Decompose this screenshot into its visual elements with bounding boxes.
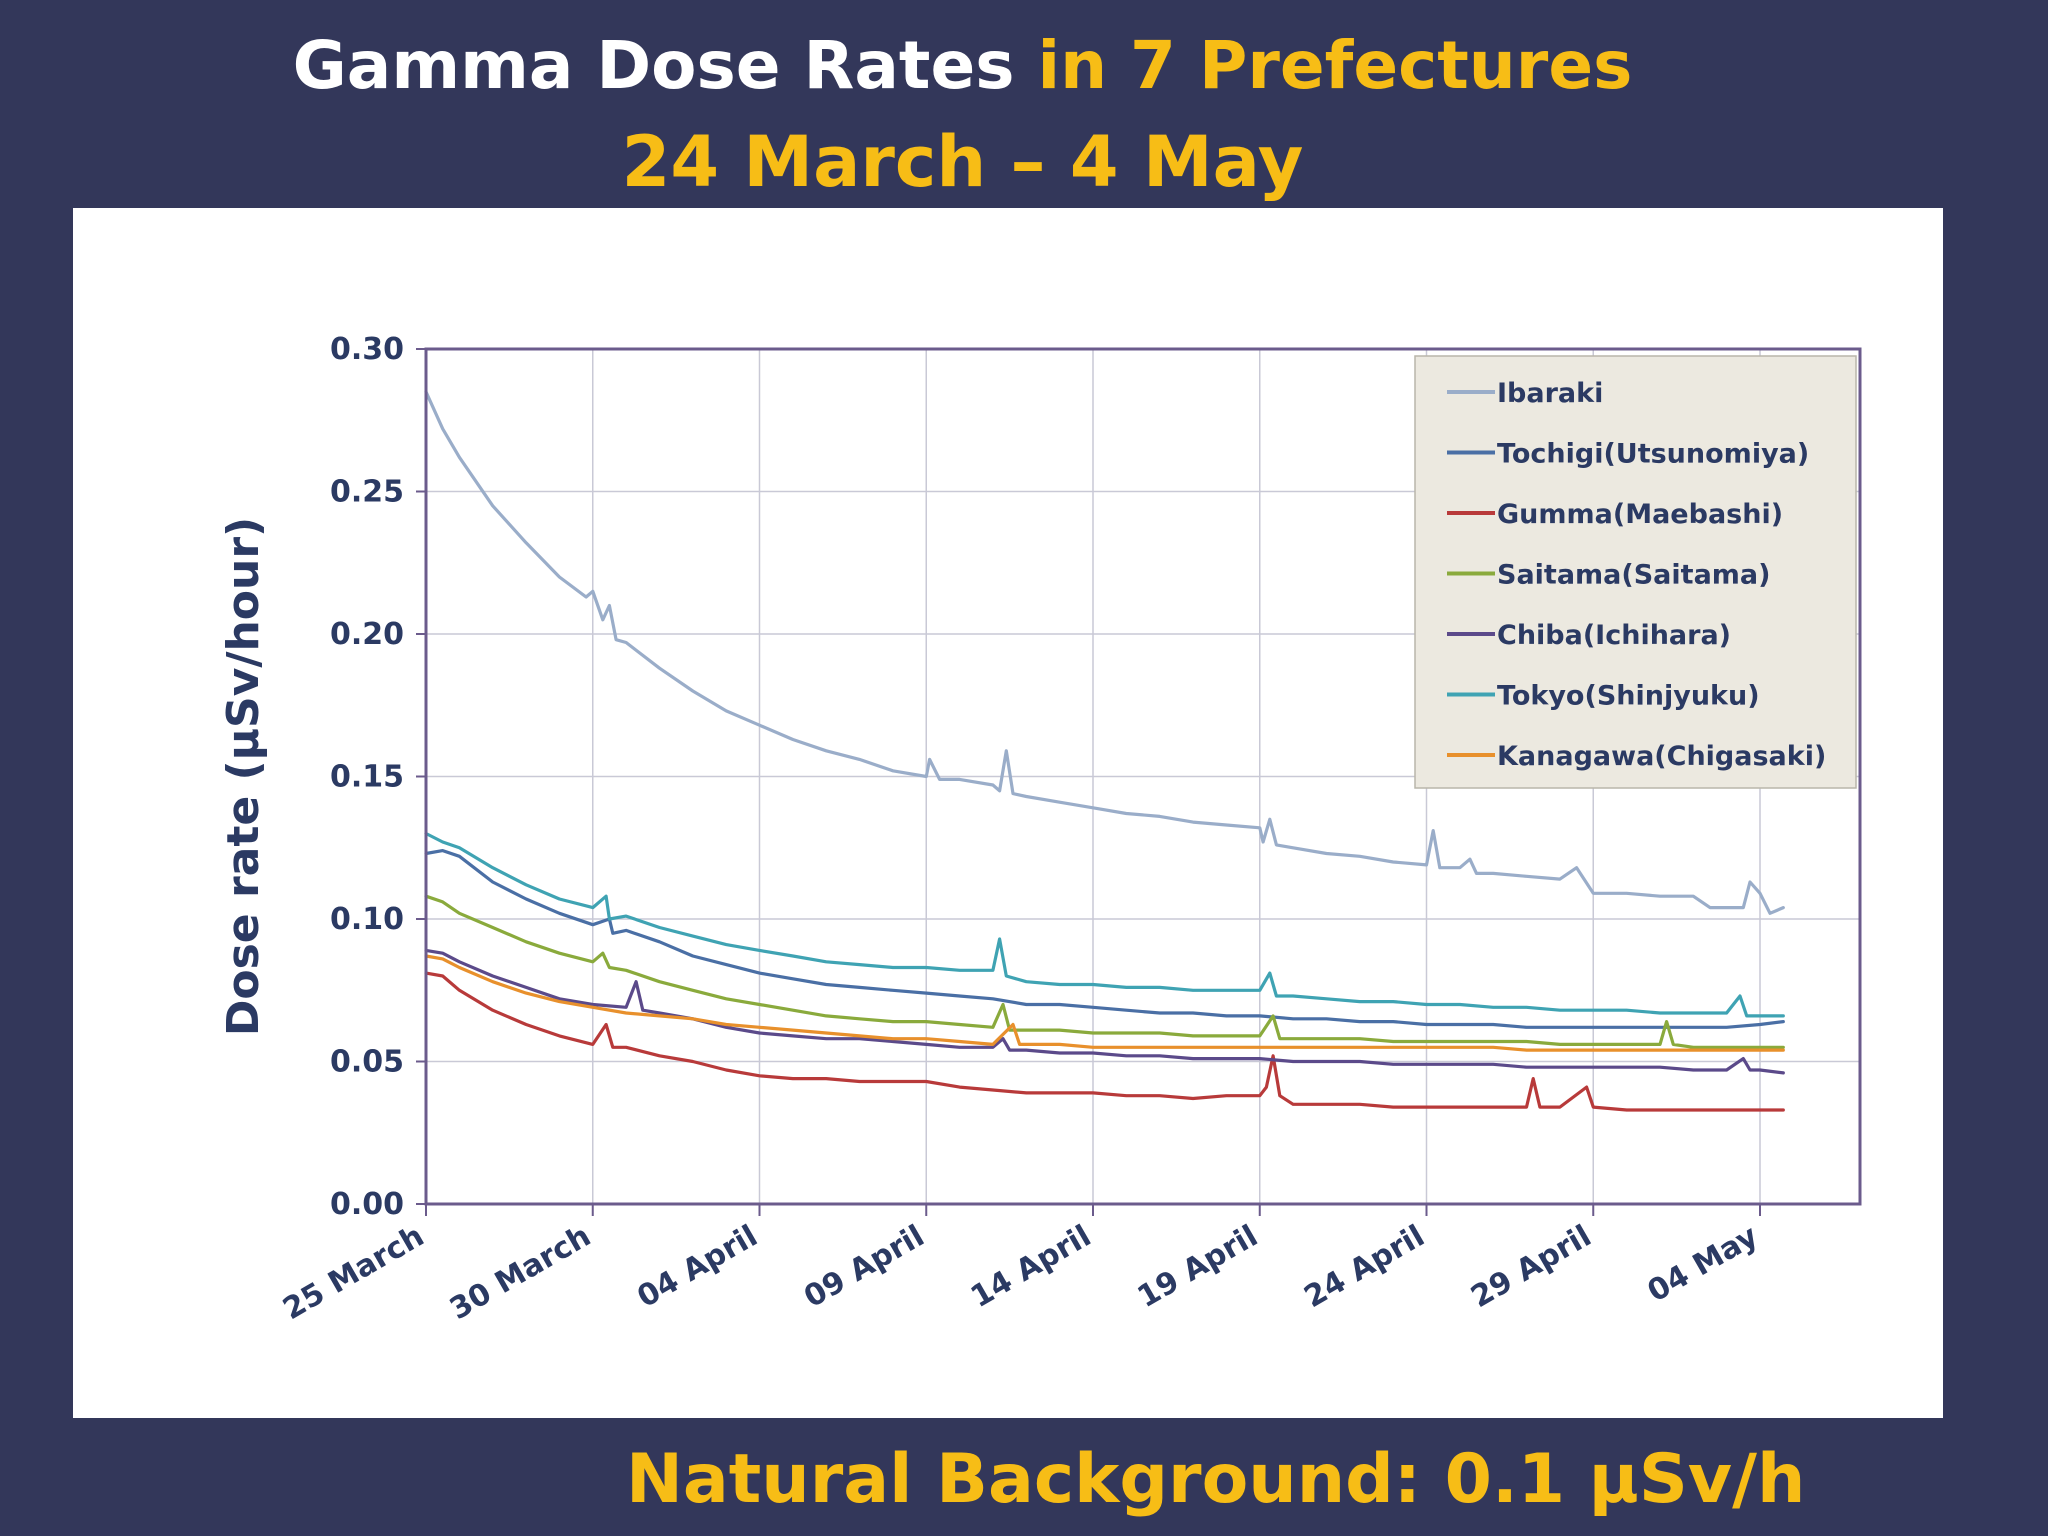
y-tick-label: 0.15	[330, 760, 404, 795]
plot-frame	[424, 347, 1862, 1206]
x-tick-label: 24 April	[1298, 1219, 1430, 1315]
x-tick-label: 29 April	[1465, 1219, 1597, 1315]
chart-panel: 0.00 0.05 0.10 0.15 0.20 0.25 0.30 25 March 30 M…	[73, 208, 1943, 1418]
series-line	[424, 848, 1785, 1029]
y-tick-label: 0.20	[330, 617, 404, 652]
slide-title-yellow: in 7 Prefectures	[1037, 27, 1633, 104]
series-line	[424, 948, 1785, 1075]
series-line	[424, 831, 1785, 1018]
legend-label: Gumma(Maebashi)	[1497, 499, 1783, 530]
legend-label: Tochigi(Utsunomiya)	[1497, 439, 1809, 470]
series-line	[424, 894, 1785, 1049]
dose-rate-chart: 0.00 0.05 0.10 0.15 0.20 0.25 0.30 25 March 30 M…	[218, 332, 1862, 1327]
legend-label: Ibaraki	[1497, 378, 1603, 409]
y-axis-label: Dose rate (µSv/hour)	[218, 517, 269, 1036]
legend-label: Saitama(Saitama)	[1497, 560, 1770, 591]
x-tick-label: 04 April	[631, 1219, 763, 1315]
slide-title: Gamma Dose Rates in 7 Prefectures	[0, 26, 1925, 106]
series-line	[424, 971, 1785, 1112]
y-tick-label: 0.05	[330, 1045, 404, 1080]
slide-subtitle: 24 March – 4 May	[621, 121, 1304, 203]
x-tick-label: 04 May	[1642, 1218, 1765, 1309]
x-tick-label: 14 April	[965, 1219, 1097, 1315]
slide-title-white: Gamma Dose Rates	[292, 27, 1015, 104]
y-tick-label: 0.30	[330, 332, 404, 367]
natural-background-note: Natural Background: 0.1 µSv/h	[626, 1440, 1806, 1519]
y-tick-label: 0.10	[330, 902, 404, 937]
y-tick-label: 0.25	[330, 475, 404, 510]
legend-label: Tokyo(Shinjyuku)	[1497, 681, 1760, 712]
series-line	[424, 954, 1785, 1052]
x-tick-label: 25 March	[277, 1219, 430, 1327]
series-line	[424, 390, 1785, 915]
legend-label: Chiba(Ichihara)	[1497, 620, 1731, 651]
legend-label: Kanagawa(Chigasaki)	[1497, 741, 1826, 772]
x-tick-label: 09 April	[798, 1219, 930, 1315]
x-tick-label: 19 April	[1132, 1219, 1264, 1315]
x-tick-label: 30 March	[444, 1219, 597, 1327]
y-tick-label: 0.00	[330, 1187, 404, 1222]
